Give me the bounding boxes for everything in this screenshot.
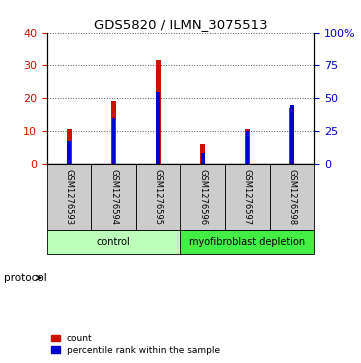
Text: GSM1276595: GSM1276595 [154, 169, 163, 225]
Bar [68, 141, 71, 164]
Bar [245, 131, 249, 164]
Bar [136, 164, 180, 230]
Bar [156, 91, 160, 164]
Bar [200, 144, 205, 164]
Text: protocol: protocol [4, 273, 46, 283]
Legend: count, percentile rank within the sample: count, percentile rank within the sample [52, 334, 220, 355]
Bar [201, 153, 205, 164]
Text: GSM1276598: GSM1276598 [287, 169, 296, 225]
Bar [156, 61, 161, 164]
Text: GSM1276596: GSM1276596 [198, 169, 207, 225]
Text: GSM1276594: GSM1276594 [109, 169, 118, 225]
Bar [47, 164, 91, 230]
Bar [180, 230, 314, 254]
Text: control: control [97, 237, 131, 247]
Title: GDS5820 / ILMN_3075513: GDS5820 / ILMN_3075513 [94, 19, 267, 32]
Bar [47, 230, 180, 254]
Text: myofibroblast depletion: myofibroblast depletion [189, 237, 305, 247]
Bar [290, 105, 293, 164]
Bar [91, 164, 136, 230]
Bar [66, 129, 72, 164]
Bar [225, 164, 270, 230]
Bar [111, 101, 116, 164]
Bar [112, 118, 116, 164]
Bar [270, 164, 314, 230]
Text: GSM1276597: GSM1276597 [243, 169, 252, 225]
Bar [180, 164, 225, 230]
Bar [289, 108, 295, 164]
Bar [245, 129, 250, 164]
Text: GSM1276593: GSM1276593 [65, 169, 74, 225]
